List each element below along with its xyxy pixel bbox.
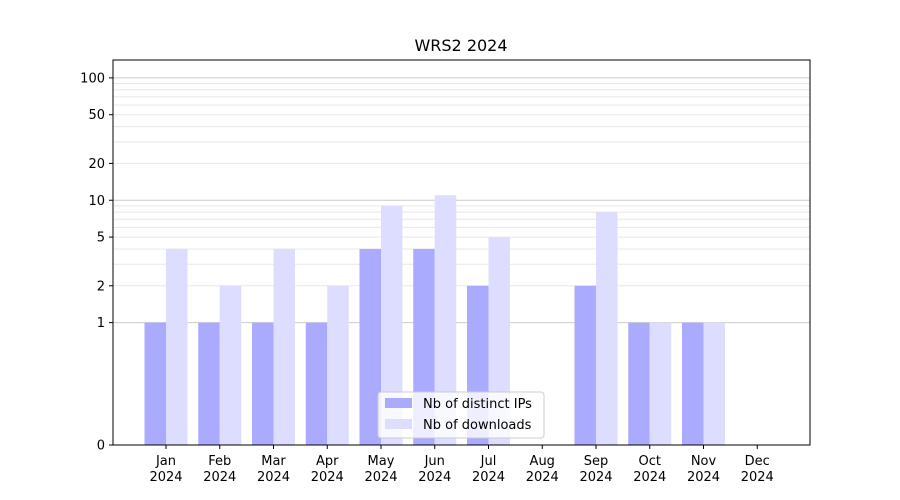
y-axis-ticks: 0 1 2 5 10 20 50 100 — [80, 71, 113, 454]
bar-distinct-ips — [305, 322, 328, 445]
y-tick-label: 20 — [88, 157, 105, 172]
bar-distinct-ips — [144, 322, 166, 445]
bar-downloads — [166, 248, 188, 445]
legend-swatch-downloads — [385, 419, 412, 429]
x-tick-label: Mar 2024 — [257, 454, 290, 485]
x-tick-label: Aug 2024 — [526, 454, 559, 485]
x-axis-ticks: Jan 2024 Feb 2024 Mar 2024 Apr 2024 May 2024 Jun 20… — [149, 445, 774, 485]
x-tick-label: Apr 2024 — [311, 454, 344, 485]
x-tick-label: Jul 2024 — [472, 454, 505, 485]
bar-distinct-ips — [198, 322, 220, 445]
x-tick-label: Dec 2024 — [741, 454, 774, 485]
bar-downloads — [649, 322, 672, 445]
x-tick-label: May 2024 — [364, 454, 397, 485]
y-tick-label: 50 — [88, 108, 105, 123]
bar-distinct-ips — [574, 285, 596, 445]
y-tick-label: 0 — [97, 439, 105, 454]
bar-downloads — [596, 212, 618, 445]
bar-distinct-ips — [682, 322, 704, 445]
y-tick-label: 100 — [80, 71, 105, 86]
bar-downloads — [703, 322, 725, 445]
chart-title: WRS2 2024 — [414, 36, 507, 55]
legend-label-distinct-ips: Nb of distinct IPs — [423, 397, 532, 412]
y-tick-label: 2 — [97, 279, 105, 294]
bar-distinct-ips — [628, 322, 650, 445]
x-tick-label: Nov 2024 — [687, 454, 720, 485]
x-tick-label: Sep 2024 — [579, 454, 612, 485]
y-tick-label: 1 — [97, 316, 105, 331]
x-tick-label: Jun 2024 — [418, 454, 451, 485]
y-tick-label: 5 — [97, 231, 105, 246]
bar-distinct-ips — [359, 248, 381, 445]
y-tick-label: 10 — [88, 194, 105, 209]
x-tick-label: Jan 2024 — [149, 454, 182, 485]
bar-downloads — [219, 285, 242, 445]
legend-swatch-distinct-ips — [385, 398, 412, 408]
grid-lines — [113, 77, 810, 324]
x-tick-label: Feb 2024 — [203, 454, 236, 485]
legend: Nb of distinct IPs Nb of downloads — [377, 391, 545, 439]
bar-downloads — [434, 195, 457, 445]
x-tick-label: Oct 2024 — [633, 454, 666, 485]
legend-label-downloads: Nb of downloads — [423, 418, 532, 433]
legend-box — [377, 391, 545, 439]
bar-downloads — [273, 248, 295, 445]
plot-frame — [112, 59, 811, 446]
bar-downloads — [381, 205, 403, 445]
bar-distinct-ips — [252, 322, 274, 445]
bar-downloads — [327, 285, 349, 445]
